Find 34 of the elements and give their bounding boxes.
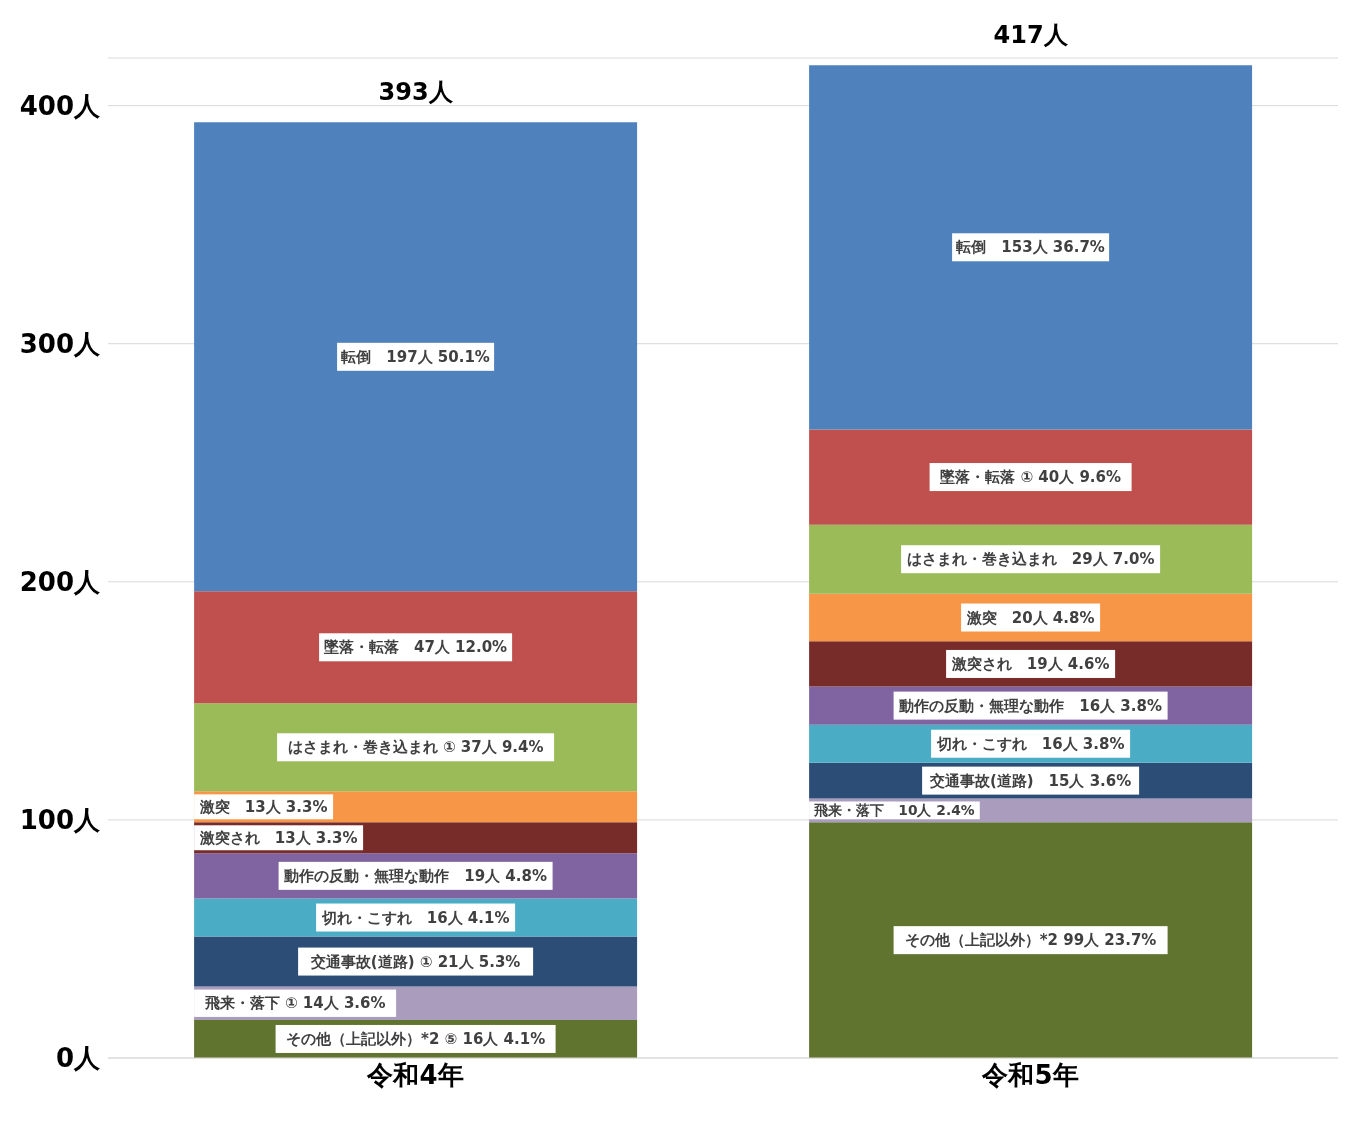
data-label: 激突され 19人 4.6% [950,654,1110,673]
data-label: その他（上記以外）*2 99人 23.7% [904,931,1157,950]
bar [809,822,1253,1058]
data-label: 切れ・こすれ 16人 4.1% [320,908,510,927]
data-label: 交通事故(道路) 15人 3.6% [928,771,1132,790]
data-label: 激突 13人 3.3% [198,797,328,816]
bar [809,429,1253,525]
data-label: 切れ・こすれ 16人 3.8% [935,734,1125,753]
x-tick-label: 令和4年 [366,1060,464,1091]
y-tick-label: 0人 [55,1043,101,1074]
data-label: 動作の反動・無理な動作 19人 4.8% [283,866,547,885]
data-label: 墜落・転落 47人 12.0% [323,638,508,657]
bar [194,591,638,704]
bar [809,65,1253,430]
data-label: 激突 20人 4.8% [965,608,1095,627]
y-tick-label: 100人 [19,805,101,836]
x-tick-label: 令和5年 [981,1060,1079,1091]
data-label: 交通事故(道路) ① 21人 5.3% [309,952,521,971]
data-label: 転倒 153人 36.7% [956,238,1105,257]
data-label: はさまれ・巻き込まれ ① 37人 9.4% [287,738,544,757]
y-tick-label: 300人 [19,328,101,359]
data-label: はさまれ・巻き込まれ 29人 7.0% [906,550,1155,569]
bar [194,122,638,592]
total-label: 393人 [378,78,454,107]
total-label: 417人 [993,21,1069,50]
data-label: 墜落・転落 ① 40人 9.6% [939,468,1122,487]
data-label: 飛来・落下 ① 14人 3.6% [203,994,386,1013]
data-label: 激突され 13人 3.3% [198,828,358,847]
data-label: 飛来・落下 10人 2.4% [813,802,975,819]
data-label: その他（上記以外）*2 ⑤ 16人 4.1% [286,1029,546,1048]
data-label: 転倒 197人 50.1% [341,347,490,366]
data-label: 動作の反動・無理な動作 16人 3.8% [898,696,1162,715]
y-tick-label: 400人 [19,90,101,121]
y-tick-label: 200人 [19,567,101,598]
